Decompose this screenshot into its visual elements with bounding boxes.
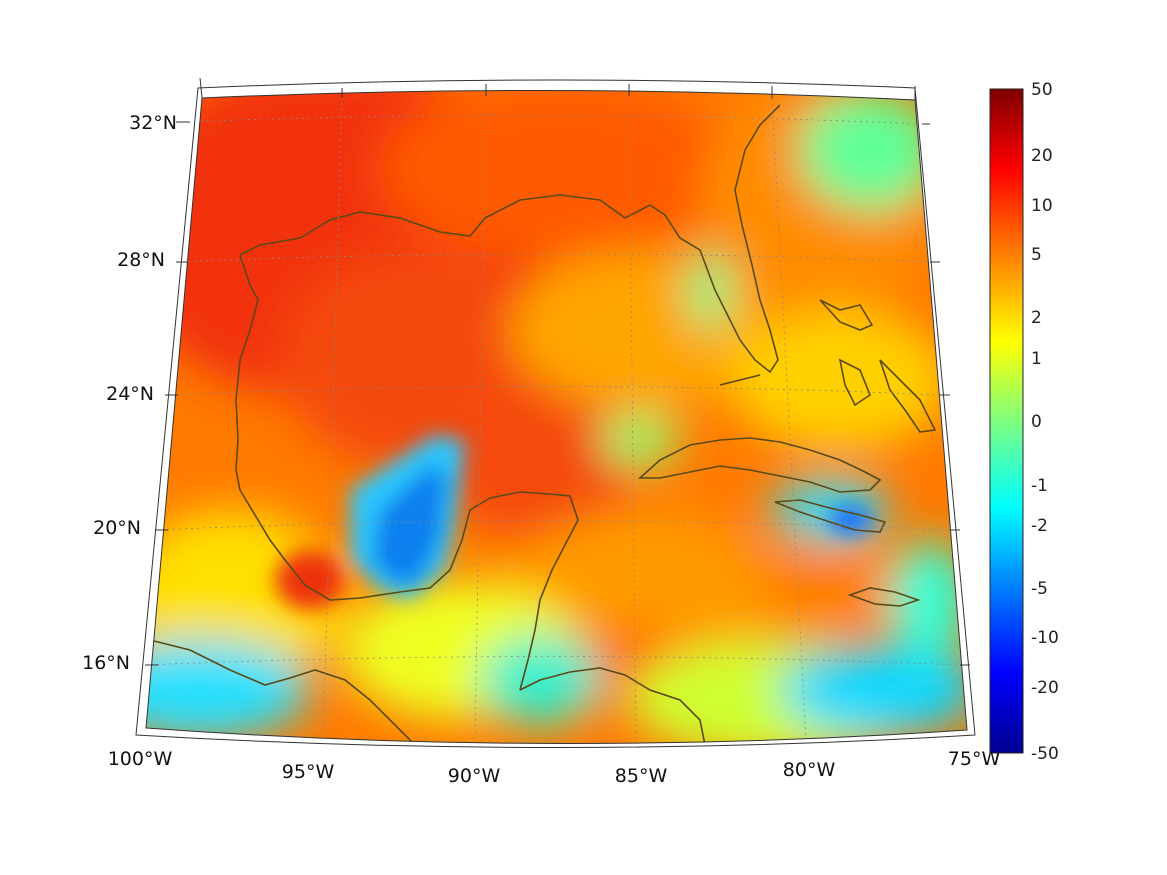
colorbar-label: -20 [1031,678,1059,698]
lon-label-75w: 75°W [948,748,1001,770]
colorbar-gradient [989,88,1024,754]
data-field [146,90,967,744]
latitude-labels: 16°N 20°N 24°N 28°N 32°N [82,112,177,674]
colorbar-label: 1 [1031,349,1042,369]
map-frame [135,77,976,748]
colorbar-label: 2 [1031,308,1042,328]
colorbar-label: 10 [1031,196,1053,216]
graticule [146,94,961,743]
lat-label-20n: 20°N [93,517,141,539]
colorbar-label: 0 [1031,412,1042,432]
colorbar: 50 20 10 5 2 1 0 -1 -2 -5 -10 -20 -50 [989,80,1059,764]
colorbar-label: -50 [1031,744,1059,764]
lon-label-100w: 100°W [108,748,173,770]
lat-label-32n: 32°N [129,112,177,134]
colorbar-label: -1 [1031,476,1048,496]
colorbar-label: -2 [1031,516,1048,536]
colorbar-label: -5 [1031,579,1048,599]
lon-label-80w: 80°W [783,759,836,781]
lat-label-24n: 24°N [106,383,154,405]
colorbar-label: 50 [1031,80,1053,100]
colorbar-labels: 50 20 10 5 2 1 0 -1 -2 -5 -10 -20 -50 [1031,80,1059,764]
longitude-labels: 100°W 95°W 90°W 85°W 80°W 75°W [108,748,1001,787]
lat-label-28n: 28°N [117,249,165,271]
lon-label-90w: 90°W [448,765,501,787]
colorbar-label: -10 [1031,628,1059,648]
lon-label-85w: 85°W [615,765,668,787]
colorbar-label: 5 [1031,245,1042,265]
lon-label-95w: 95°W [282,761,335,783]
colorbar-label: 20 [1031,146,1053,166]
lat-label-16n: 16°N [82,652,130,674]
